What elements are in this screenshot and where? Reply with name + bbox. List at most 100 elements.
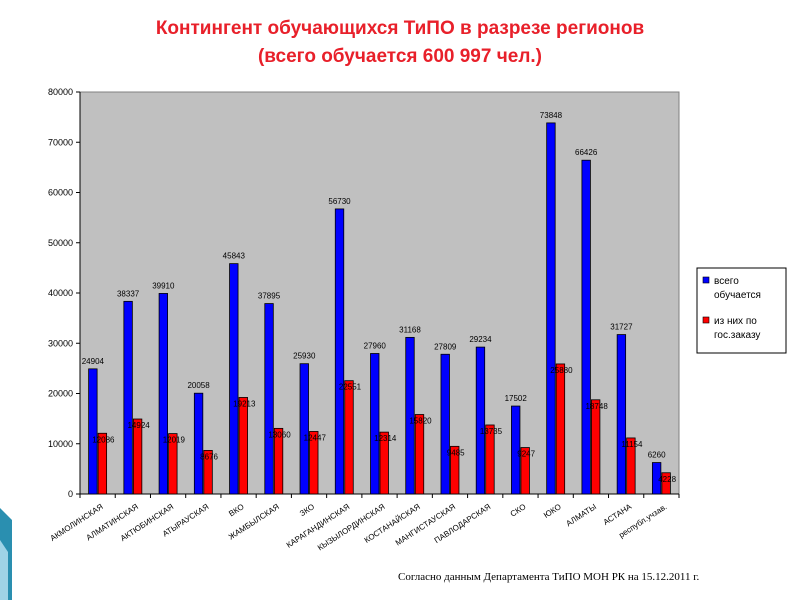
data-label-state-order: 13735 bbox=[480, 427, 503, 436]
data-label-total: 37895 bbox=[258, 292, 281, 301]
data-label-total: 66426 bbox=[575, 148, 598, 157]
category-label: ЮКО bbox=[542, 502, 563, 520]
category-label: КЫЗЫЛОРДИНСКАЯ bbox=[316, 502, 387, 552]
bar-state-order bbox=[414, 414, 425, 495]
y-tick-label: 10000 bbox=[48, 439, 73, 449]
data-label-state-order: 12019 bbox=[163, 436, 186, 445]
y-tick-label: 20000 bbox=[48, 389, 73, 399]
source-note: Согласно данным Департамента ТиПО МОН РК… bbox=[398, 571, 700, 583]
bar-state-order bbox=[273, 427, 284, 495]
data-label-state-order: 12086 bbox=[92, 435, 115, 444]
category-label: АЛМАТЫ bbox=[564, 502, 598, 528]
data-label-state-order: 15820 bbox=[409, 417, 432, 426]
data-label-total: 25930 bbox=[293, 352, 316, 361]
bar-state-order bbox=[168, 433, 178, 495]
data-label-total: 6260 bbox=[648, 451, 666, 460]
bar-total bbox=[88, 368, 98, 495]
bar-total bbox=[299, 363, 309, 495]
bar-total bbox=[229, 263, 239, 495]
data-label-total: 45843 bbox=[223, 252, 246, 261]
bar-state-order bbox=[97, 432, 108, 495]
chart-subtitle: (всего обучается 600 997 чел.) bbox=[257, 46, 542, 67]
plot-area bbox=[79, 91, 680, 495]
data-label-state-order: 14924 bbox=[127, 421, 150, 430]
data-label-state-order: 18748 bbox=[586, 402, 609, 411]
data-label-total: 31727 bbox=[610, 323, 633, 332]
category-label: МАНГИСТАУСКАЯ bbox=[394, 502, 457, 548]
bar-state-order bbox=[661, 472, 671, 495]
data-label-state-order: 8676 bbox=[200, 452, 218, 461]
bar-total bbox=[264, 303, 274, 495]
data-label-total: 31168 bbox=[399, 325, 421, 334]
data-label-state-order: 25880 bbox=[550, 366, 573, 375]
data-label-state-order: 4228 bbox=[658, 475, 676, 484]
bar-total bbox=[475, 346, 486, 495]
bar-state-order bbox=[520, 447, 530, 495]
bar-state-order bbox=[344, 380, 354, 495]
data-label-total: 56730 bbox=[328, 197, 351, 206]
bar-state-order bbox=[203, 450, 213, 495]
bar-total bbox=[193, 392, 204, 495]
y-tick-label: 80000 bbox=[48, 87, 73, 97]
decorative-corner-stripes bbox=[0, 508, 12, 600]
data-label-total: 24904 bbox=[82, 357, 105, 366]
category-label: СКО bbox=[509, 502, 528, 519]
bar-total bbox=[651, 462, 662, 495]
data-label-state-order: 12447 bbox=[304, 433, 327, 442]
data-label-total: 17502 bbox=[505, 394, 528, 403]
data-label-state-order: 9485 bbox=[447, 448, 465, 457]
data-label-state-order: 12314 bbox=[374, 434, 397, 443]
data-label-total: 38337 bbox=[117, 289, 140, 298]
data-label-total: 20058 bbox=[187, 381, 210, 390]
category-label: ЗКО bbox=[298, 502, 316, 518]
legend-label-state-order: из них по гос.заказу bbox=[714, 316, 760, 341]
bar-total bbox=[123, 300, 133, 495]
bar-state-order bbox=[450, 445, 460, 495]
data-label-state-order: 11154 bbox=[621, 440, 643, 449]
category-label: ВКО bbox=[227, 502, 245, 518]
y-tick-label: 70000 bbox=[48, 137, 73, 147]
legend-label-line: гос.заказу bbox=[714, 330, 760, 341]
bar-total bbox=[616, 334, 627, 495]
legend-label-line: из них по bbox=[714, 316, 757, 327]
legend-label-line: всего bbox=[714, 276, 739, 287]
y-tick-label: 30000 bbox=[48, 338, 73, 348]
data-label-state-order: 13060 bbox=[268, 430, 291, 439]
data-label-total: 39910 bbox=[152, 281, 175, 290]
legend-label-total: всего обучается bbox=[714, 276, 761, 301]
bar-state-order bbox=[379, 431, 389, 495]
data-label-state-order: 19213 bbox=[233, 399, 256, 408]
bar-state-order bbox=[132, 418, 143, 495]
chart-title: Контингент обучающихся ТиПО в разрезе ре… bbox=[155, 18, 645, 39]
bar-total bbox=[334, 208, 345, 495]
data-label-state-order: 22551 bbox=[339, 383, 362, 392]
legend-swatch-total bbox=[702, 276, 710, 284]
legend bbox=[696, 267, 787, 354]
category-label: АСТАНА bbox=[602, 502, 634, 527]
data-label-total: 73848 bbox=[540, 111, 563, 120]
y-tick-label: 0 bbox=[68, 489, 73, 499]
data-label-total: 27809 bbox=[434, 342, 457, 351]
bar-total bbox=[370, 353, 380, 495]
bar-total bbox=[511, 405, 521, 495]
legend-swatch-state-order bbox=[702, 316, 710, 324]
data-label-state-order: 9247 bbox=[517, 450, 535, 459]
data-label-total: 29234 bbox=[469, 335, 492, 344]
bar-state-order bbox=[591, 399, 601, 495]
y-tick-label: 40000 bbox=[48, 288, 73, 298]
bar-total bbox=[158, 293, 168, 495]
bar-total bbox=[440, 353, 450, 495]
bar-state-order bbox=[555, 363, 566, 495]
bar-total bbox=[581, 159, 591, 495]
data-label-total: 27960 bbox=[364, 342, 387, 351]
bar-state-order bbox=[238, 397, 248, 495]
bar-total bbox=[405, 336, 415, 495]
y-tick-label: 60000 bbox=[48, 188, 73, 198]
bar-state-order bbox=[626, 437, 636, 495]
bar-total bbox=[546, 122, 556, 495]
bar-state-order bbox=[309, 431, 319, 495]
bar-state-order bbox=[485, 424, 495, 495]
legend-label-line: обучается bbox=[714, 289, 761, 301]
y-tick-label: 50000 bbox=[48, 238, 73, 248]
